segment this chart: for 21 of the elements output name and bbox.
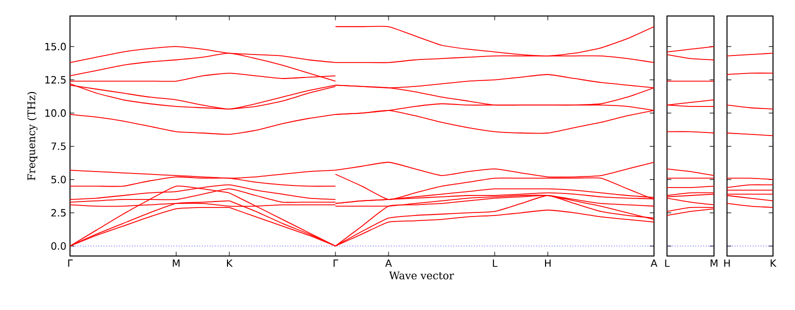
y-tick-label: 2.5 xyxy=(51,209,66,217)
y-tick-label: 15.0 xyxy=(45,42,66,50)
y-tick-label: 5.0 xyxy=(51,176,66,184)
x-tick-label: A xyxy=(650,260,658,267)
x-tick-label: K xyxy=(770,260,776,267)
y-tick-label: 10.0 xyxy=(45,109,66,117)
x-tick-label: Γ xyxy=(334,260,338,267)
x-tick-label: Γ xyxy=(68,260,73,267)
x-tick-label: L xyxy=(665,260,670,267)
x-tick-label: A xyxy=(385,260,392,267)
x-tick-label: L xyxy=(492,260,498,267)
y-tick-label: 12.5 xyxy=(45,76,66,84)
x-tick-label: H xyxy=(545,260,551,267)
y-tick-label: 0.0 xyxy=(51,242,66,250)
x-tick-label: K xyxy=(226,260,233,267)
y-axis-title: Frequency (THz) xyxy=(27,92,38,180)
x-axis-title: Wave vector xyxy=(389,272,454,280)
y-tick-label: 7.5 xyxy=(51,142,66,150)
x-tick-label: M xyxy=(172,260,180,267)
x-tick-label: M xyxy=(710,260,718,267)
x-tick-label: H xyxy=(724,260,730,267)
